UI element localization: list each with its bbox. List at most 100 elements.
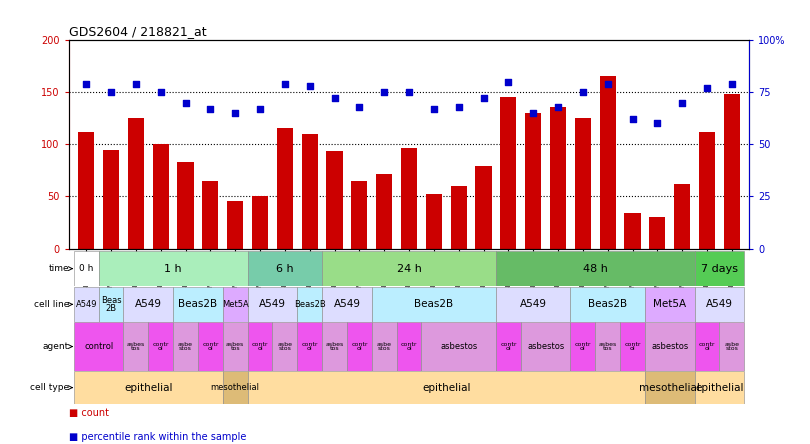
Text: Beas2B: Beas2B (415, 299, 454, 309)
Bar (173, 322, 198, 371)
Text: contr
ol: contr ol (699, 342, 715, 351)
Text: 1 h: 1 h (164, 264, 182, 274)
Bar (575, 118, 591, 249)
Bar (223, 322, 248, 371)
Bar (674, 184, 690, 249)
Bar (248, 322, 272, 371)
Point (104, 89, 117, 96)
Bar (322, 287, 372, 322)
Text: A549: A549 (75, 300, 97, 309)
Text: GDS2604 / 218821_at: GDS2604 / 218821_at (69, 25, 207, 38)
Text: contr
ol: contr ol (252, 342, 268, 351)
Point (726, 80, 739, 87)
Bar (450, 186, 467, 249)
Point (577, 89, 590, 96)
Text: contr
ol: contr ol (401, 342, 417, 351)
Text: asbe
stos: asbe stos (277, 342, 292, 351)
Text: asbes
tos: asbes tos (599, 342, 617, 351)
Bar (223, 287, 248, 322)
Point (328, 95, 341, 102)
Bar (695, 287, 744, 322)
Text: mesothelial: mesothelial (639, 383, 700, 392)
Bar (695, 371, 744, 404)
Bar (252, 196, 268, 249)
Text: contr
ol: contr ol (301, 342, 318, 351)
Text: 7 days: 7 days (701, 264, 738, 274)
Bar (645, 371, 695, 404)
Text: Met5A: Met5A (653, 299, 686, 309)
Point (353, 103, 366, 110)
Bar (297, 322, 322, 371)
Bar (352, 181, 368, 249)
Bar (347, 322, 372, 371)
Text: Met5A: Met5A (222, 300, 249, 309)
Text: asbestos: asbestos (527, 342, 565, 351)
Text: Beas2B: Beas2B (294, 300, 326, 309)
Bar (177, 162, 194, 249)
Bar (550, 107, 566, 249)
Point (676, 99, 688, 106)
Bar (397, 322, 421, 371)
Point (204, 105, 217, 112)
Text: ■ percentile rank within the sample: ■ percentile rank within the sample (69, 432, 246, 442)
Bar (272, 322, 297, 371)
Text: Beas
2B: Beas 2B (100, 296, 122, 313)
Text: contr
ol: contr ol (152, 342, 169, 351)
Bar (74, 371, 223, 404)
Bar (599, 76, 616, 249)
Bar (277, 127, 293, 249)
Bar (202, 181, 219, 249)
Text: time: time (49, 264, 69, 273)
Bar (248, 287, 297, 322)
Bar (248, 371, 645, 404)
Point (526, 109, 539, 116)
Text: A549: A549 (259, 299, 286, 309)
Text: contr
ol: contr ol (202, 342, 219, 351)
Text: A549: A549 (134, 299, 162, 309)
Bar (426, 194, 442, 249)
Bar (322, 322, 347, 371)
Text: Beas2B: Beas2B (178, 299, 218, 309)
Bar (650, 218, 666, 249)
Text: asbe
stos: asbe stos (377, 342, 392, 351)
Bar (421, 322, 496, 371)
Bar (496, 251, 695, 286)
Text: A549: A549 (334, 299, 360, 309)
Bar (173, 287, 223, 322)
Bar (724, 94, 740, 249)
Bar (74, 287, 99, 322)
Bar (322, 251, 496, 286)
Bar (326, 151, 343, 249)
Point (179, 99, 192, 106)
Text: 6 h: 6 h (276, 264, 294, 274)
Bar (128, 118, 144, 249)
Point (601, 80, 614, 87)
Point (428, 105, 441, 112)
Point (130, 80, 143, 87)
Point (626, 116, 639, 123)
Bar (695, 251, 744, 286)
Text: asbestos: asbestos (651, 342, 688, 351)
Bar (620, 322, 645, 371)
Text: asbe
stos: asbe stos (724, 342, 740, 351)
Text: A549: A549 (706, 299, 733, 309)
Bar (297, 287, 322, 322)
Bar (376, 174, 392, 249)
Bar (595, 322, 620, 371)
Point (477, 95, 490, 102)
Text: A549: A549 (520, 299, 547, 309)
Bar (719, 322, 744, 371)
Text: mesothelial: mesothelial (211, 383, 260, 392)
Bar (123, 322, 148, 371)
Text: epithelial: epithelial (695, 383, 744, 392)
Bar (570, 322, 595, 371)
Text: asbestos: asbestos (440, 342, 477, 351)
Text: control: control (84, 342, 113, 351)
Text: cell line: cell line (34, 300, 69, 309)
Text: Beas2B: Beas2B (588, 299, 627, 309)
Bar (496, 322, 521, 371)
Text: contr
ol: contr ol (625, 342, 641, 351)
Point (377, 89, 390, 96)
Bar (372, 322, 397, 371)
Bar (99, 287, 123, 322)
